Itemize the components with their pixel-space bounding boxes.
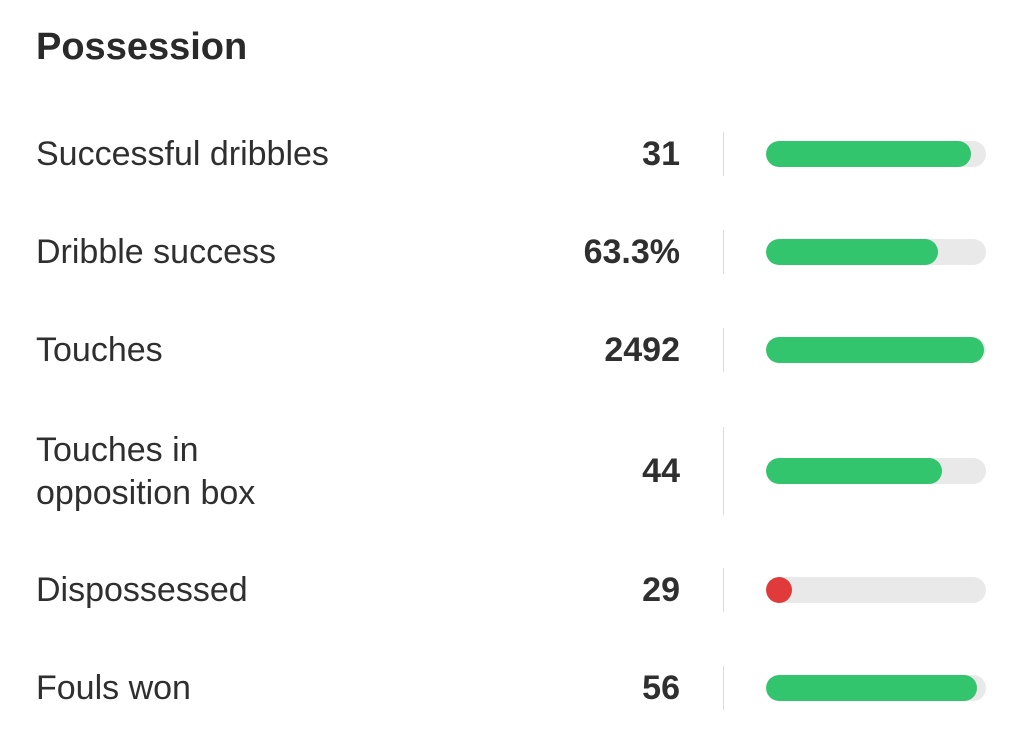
stat-value: 2492 xyxy=(604,331,680,369)
stat-bar-track xyxy=(766,675,986,701)
stat-value: 29 xyxy=(642,571,680,609)
stat-bar-track xyxy=(766,458,986,484)
stat-label: Dispossessed xyxy=(36,571,248,609)
divider xyxy=(723,666,724,710)
divider xyxy=(723,568,724,612)
stat-value: 44 xyxy=(642,452,680,490)
stat-bar-track xyxy=(766,239,986,265)
stat-bar-track xyxy=(766,141,986,167)
stat-bar-fill xyxy=(766,337,984,363)
stat-label: Fouls won xyxy=(36,669,191,707)
section-title: Possession xyxy=(36,26,248,68)
divider xyxy=(723,230,724,274)
stat-value: 31 xyxy=(642,135,680,173)
stat-label: Successful dribbles xyxy=(36,135,329,173)
divider xyxy=(723,132,724,176)
stat-indicator-dot xyxy=(766,577,792,603)
stat-row-touches-in-opposition-box: Touches in opposition box 44 xyxy=(0,425,1024,517)
stat-value: 56 xyxy=(642,669,680,707)
stat-bar-fill xyxy=(766,675,978,701)
stat-row-fouls-won: Fouls won 56 xyxy=(0,665,1024,711)
stat-row-dribble-success: Dribble success 63.3% xyxy=(0,229,1024,275)
divider xyxy=(723,328,724,372)
stat-bar-fill xyxy=(766,141,971,167)
stat-value: 63.3% xyxy=(583,233,680,271)
stat-row-dispossessed: Dispossessed 29 xyxy=(0,567,1024,613)
stat-bar-fill xyxy=(766,458,942,484)
divider xyxy=(723,427,724,515)
stat-bar-fill xyxy=(766,239,938,265)
stat-label-line-1: Touches in xyxy=(36,431,199,469)
stat-row-touches: Touches 2492 xyxy=(0,327,1024,373)
stat-bar-track xyxy=(766,337,986,363)
stat-row-successful-dribbles: Successful dribbles 31 xyxy=(0,131,1024,177)
stat-bar-track xyxy=(766,577,986,603)
stat-label-line-2: opposition box xyxy=(36,474,256,512)
stat-label: Touches xyxy=(36,331,163,369)
stat-label: Dribble success xyxy=(36,233,276,271)
